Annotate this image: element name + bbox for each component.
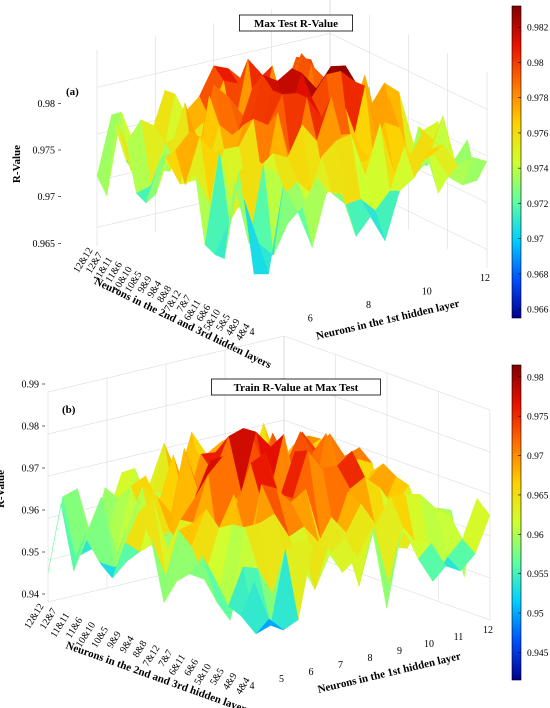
- z-tick-label: 0.99: [22, 380, 40, 391]
- colorbar: 0.945 0.95 0.955 0.96 0.965 0.97 0.975 0.98: [511, 364, 549, 681]
- x-tick-label: 4: [250, 681, 255, 692]
- z-tick-label: 0.96: [22, 506, 40, 517]
- x-tick-label: 12: [480, 273, 490, 284]
- colorbar-tick-label: 0.96: [527, 531, 544, 541]
- colorbar-tick-label: 0.945: [527, 649, 549, 659]
- surface-patch: [240, 581, 269, 635]
- x-tick-label: 12: [483, 625, 493, 636]
- x-tick-label: 8: [368, 653, 373, 664]
- colorbar-tick-label: 0.974: [527, 165, 549, 175]
- z-axis-label: R-Value: [0, 470, 7, 508]
- z-tick-label: 0.95: [22, 548, 40, 559]
- surface-chart-a: 0.965 0.97 0.975 0.98 R-Value 4 6 8 10 12 Neurons …: [11, 0, 549, 372]
- z-tick-label: 0.98: [22, 422, 40, 433]
- colorbar-tick-label: 0.982: [527, 24, 549, 34]
- colorbar-tick-label: 0.965: [527, 491, 549, 501]
- z-tick-label: 0.97: [38, 192, 56, 203]
- title-box: [211, 378, 381, 396]
- x-axis-label: Neurons in the 1st hidden layer: [317, 650, 463, 696]
- surface: [47, 422, 491, 635]
- chart-title: Train R-Value at Max Test: [211, 378, 381, 396]
- surface: [96, 52, 488, 275]
- z-axis: 0.965 0.97 0.975 0.98 R-Value: [11, 99, 61, 250]
- colorbar-tick-label: 0.98: [527, 59, 544, 69]
- z-tick-label: 0.975: [33, 146, 56, 157]
- x-tick-label: 9: [397, 646, 402, 657]
- z-tick-label: 0.98: [38, 99, 56, 110]
- x-axis: 4 6 8 10 12 Neurons in the 1st hidden layer: [250, 273, 491, 342]
- y-axis: 4&44&95&55&106&66&117&77&128&89&49&910&5…: [71, 246, 273, 372]
- panel-label: (b): [62, 404, 76, 416]
- chart-title: Max Test R-Value: [238, 14, 353, 32]
- z-axis-label: R-Value: [11, 145, 23, 183]
- x-tick-label: 4: [250, 327, 255, 338]
- title-text: Max Test R-Value: [254, 18, 338, 30]
- x-axis: 4 5 6 7 8 9 10 11 12 Neurons in the 1st hidden la…: [250, 625, 494, 696]
- colorbar-tick-label: 0.98: [527, 373, 544, 383]
- colorbar-tick-label: 0.97: [527, 235, 544, 245]
- x-axis-label: Neurons in the 1st hidden layer: [315, 298, 461, 343]
- colorbar-tick-label: 0.95: [527, 610, 544, 620]
- y-axis: 4&44&95&55&106&66&117&77&128&89&49&910&5…: [22, 602, 252, 708]
- panel-label: (a): [66, 86, 79, 98]
- x-tick-label: 10: [422, 287, 432, 298]
- colorbar-tick-label: 0.976: [527, 129, 549, 139]
- colorbar: 0.966 0.968 0.97 0.972 0.974 0.976 0.978 0.98 0.…: [511, 5, 549, 319]
- colorbar-tick-label: 0.955: [527, 570, 549, 580]
- x-tick-label: 10: [424, 639, 434, 650]
- x-tick-label: 6: [309, 667, 314, 678]
- colorbar-tick-label: 0.972: [527, 200, 549, 210]
- colorbar-bar: [511, 364, 522, 681]
- x-tick-label: 11: [454, 632, 464, 643]
- colorbar-tick-label: 0.966: [527, 306, 549, 316]
- z-tick-label: 0.94: [22, 590, 40, 601]
- colorbar-bar: [511, 5, 522, 319]
- y-axis-label: Neurons in the 2nd and 3rd hidden layers: [92, 275, 273, 371]
- surface-chart-b: 0.94 0.95 0.96 0.97 0.98 0.99 R-Value 4 5 6 7 8 9 10 1…: [0, 335, 549, 708]
- x-tick-label: 7: [338, 660, 343, 671]
- x-tick-label: 5: [279, 674, 284, 685]
- colorbar-tick-label: 0.978: [527, 94, 549, 104]
- surface-patch: [243, 199, 269, 275]
- colorbar-tick-label: 0.968: [527, 270, 549, 280]
- title-text: Train R-Value at Max Test: [234, 382, 359, 394]
- colorbar-tick-label: 0.97: [527, 452, 544, 462]
- title-box: [238, 14, 353, 32]
- colorbar-tick-label: 0.975: [527, 413, 549, 423]
- z-axis: 0.94 0.95 0.96 0.97 0.98 0.99 R-Value: [0, 380, 45, 601]
- x-tick-label: 8: [366, 300, 371, 311]
- gridline: [47, 335, 491, 411]
- z-tick-label: 0.965: [33, 239, 56, 250]
- x-tick-label: 6: [308, 314, 313, 325]
- z-tick-label: 0.97: [22, 464, 40, 475]
